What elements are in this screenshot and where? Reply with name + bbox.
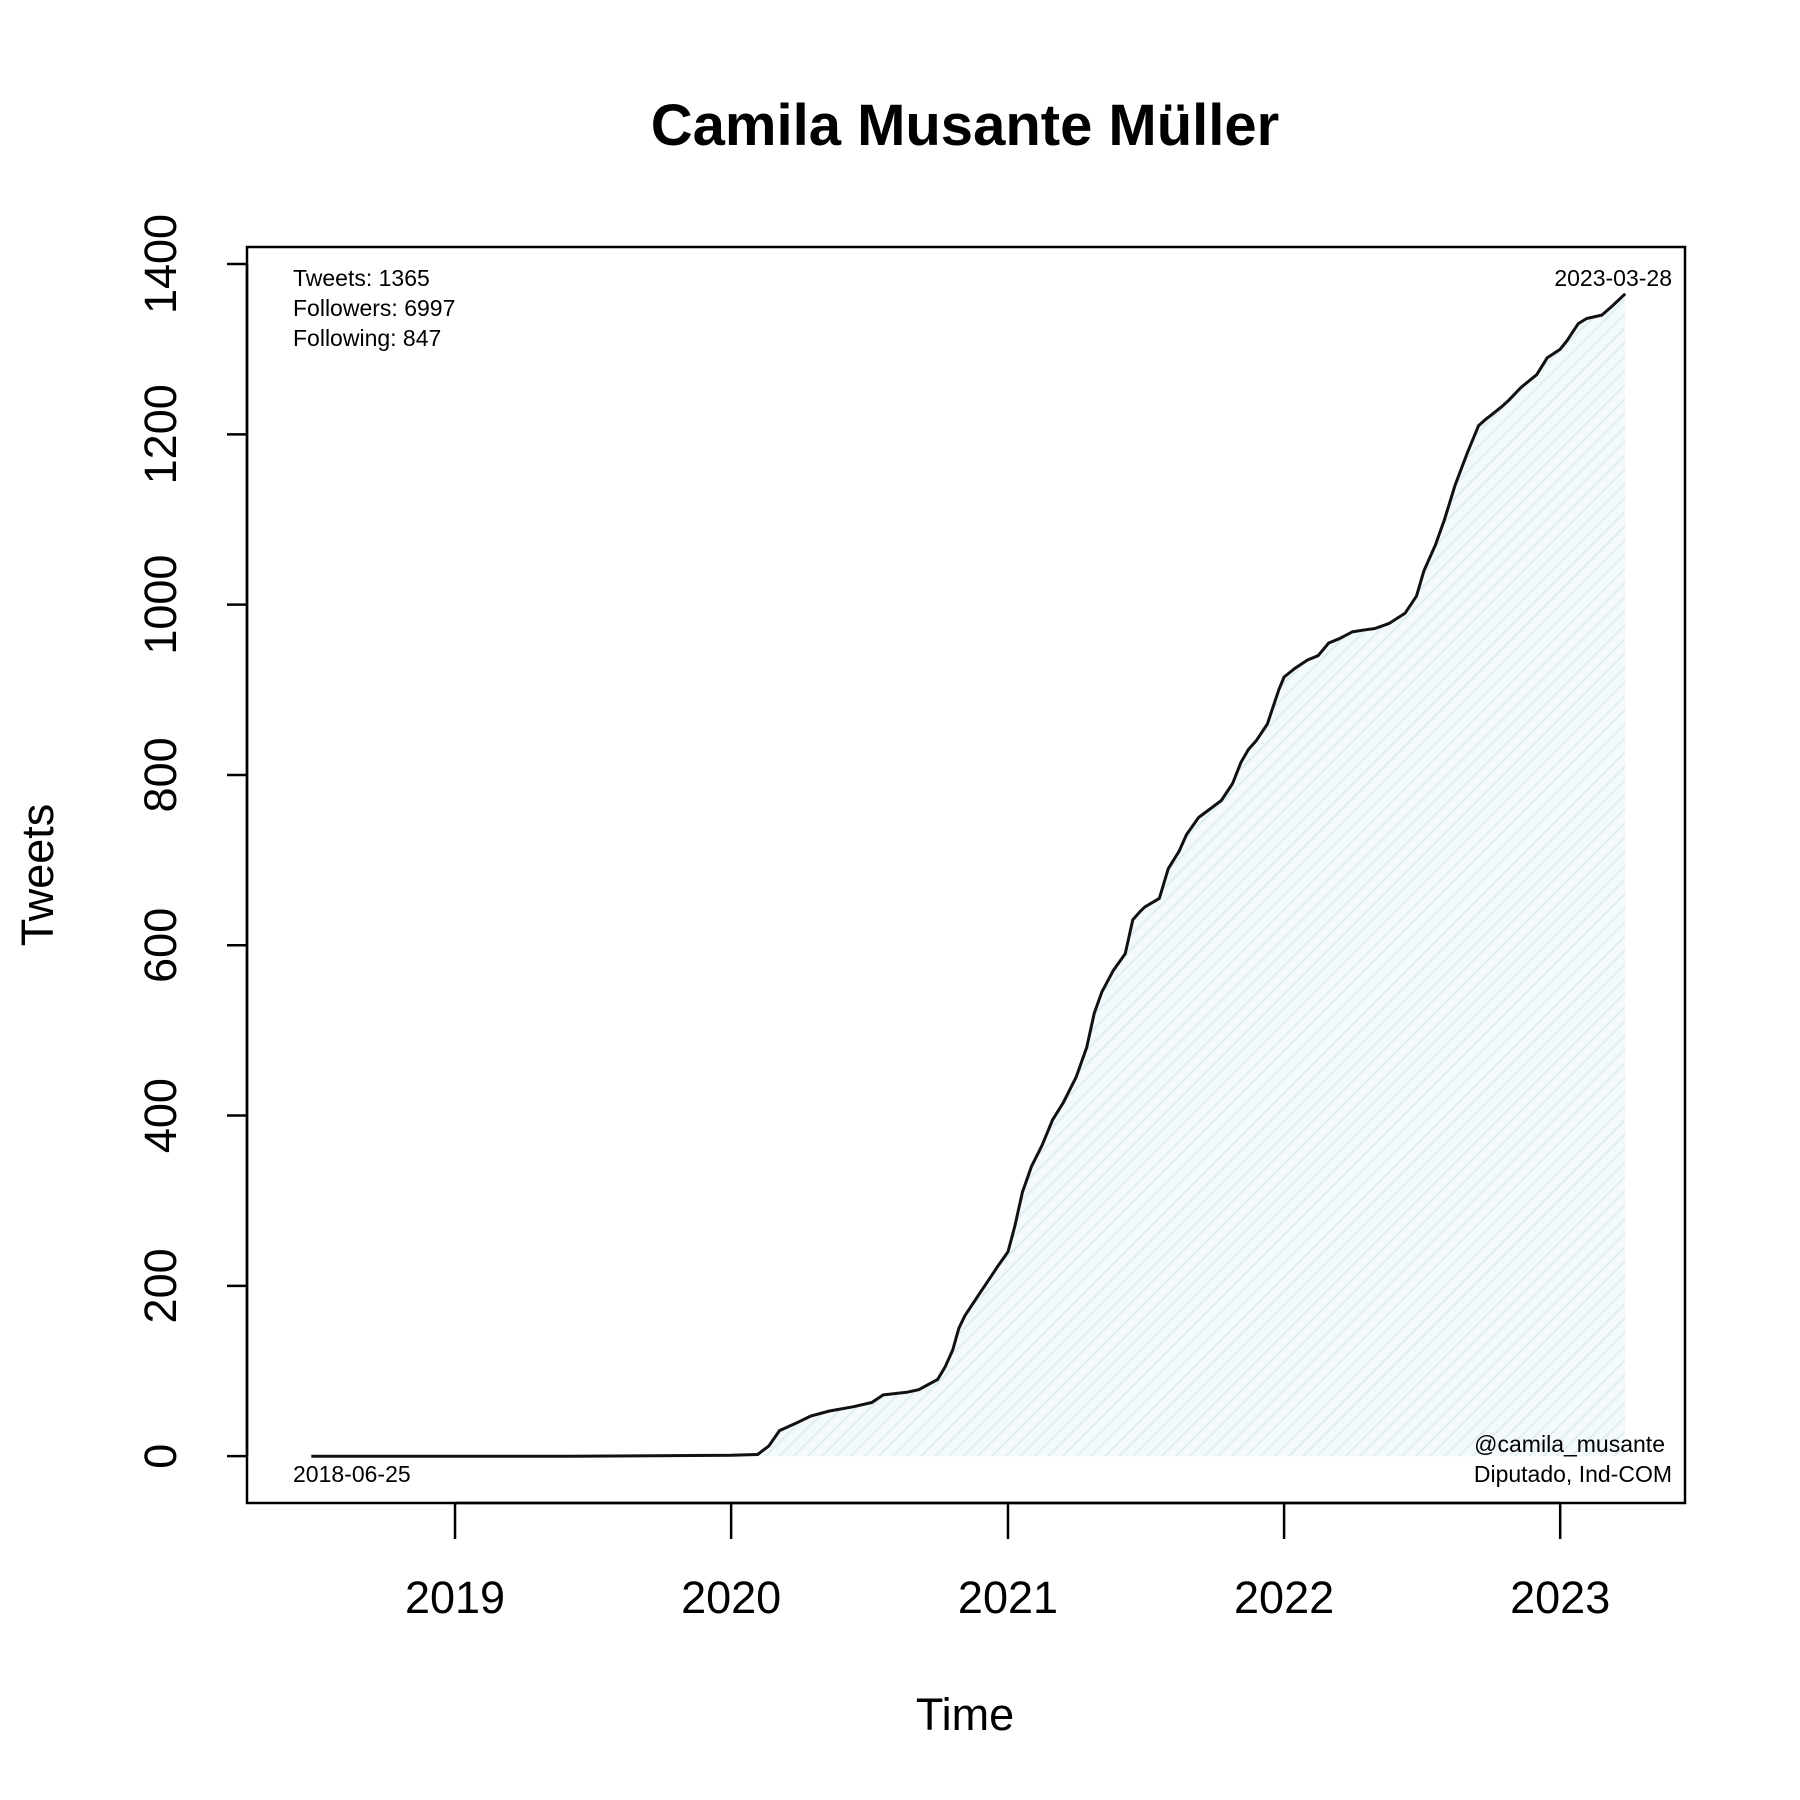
stat-tweets: Tweets: 1365 <box>293 265 430 291</box>
x-axis-label: Time <box>916 1689 1014 1740</box>
y-tick-label: 1200 <box>135 384 186 484</box>
x-tick-label: 2019 <box>405 1572 505 1623</box>
x-tick-label: 2023 <box>1510 1572 1610 1623</box>
y-tick-label: 0 <box>135 1444 186 1469</box>
x-tick-label: 2022 <box>1234 1572 1334 1623</box>
chart-title: Camila Musante Müller <box>651 93 1279 158</box>
start-date-label: 2018-06-25 <box>293 1461 411 1487</box>
y-axis: 0 200 400 600 800 1000 1200 1400 <box>135 214 249 1469</box>
y-tick-label: 200 <box>135 1248 186 1323</box>
account-handle: @camila_musante <box>1474 1431 1665 1457</box>
account-role: Diputado, Ind-COM <box>1474 1461 1672 1487</box>
x-axis: 2019 2020 2021 2022 2023 <box>405 1501 1610 1623</box>
y-tick-label: 1000 <box>135 555 186 655</box>
y-tick-label: 600 <box>135 908 186 983</box>
account-stats: Tweets: 1365 Followers: 6997 Following: … <box>293 265 455 351</box>
cumulative-tweets-area <box>311 293 1626 1457</box>
stat-following: Following: 847 <box>293 325 441 351</box>
y-tick-label: 400 <box>135 1078 186 1153</box>
end-date-label: 2023-03-28 <box>1554 265 1672 291</box>
x-tick-label: 2021 <box>958 1572 1058 1623</box>
stat-followers: Followers: 6997 <box>293 295 455 321</box>
y-axis-label: Tweets <box>12 804 63 947</box>
y-tick-label: 1400 <box>135 214 186 314</box>
cumulative-tweets-line <box>311 292 1627 1458</box>
y-tick-label: 800 <box>135 737 186 812</box>
x-tick-label: 2020 <box>681 1572 781 1623</box>
